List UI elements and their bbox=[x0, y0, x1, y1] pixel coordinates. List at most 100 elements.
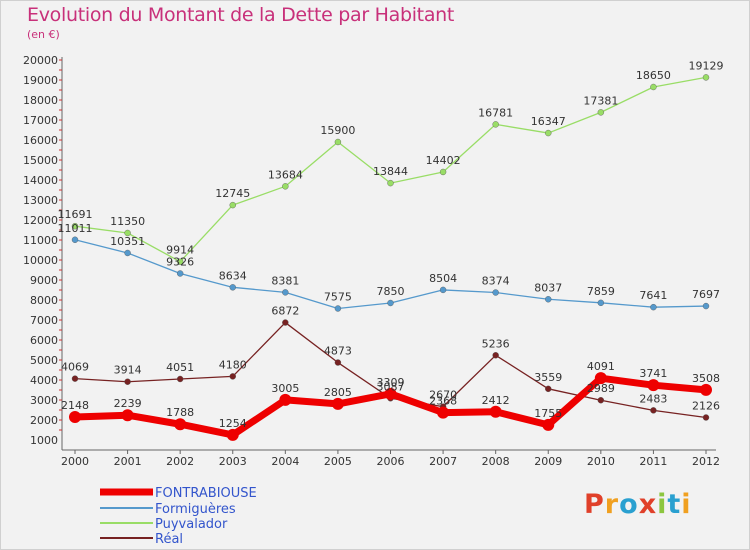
y-tick-label: 19000 bbox=[23, 74, 58, 87]
data-point bbox=[71, 236, 79, 243]
y-tick-label: 8000 bbox=[30, 294, 58, 307]
data-point bbox=[176, 270, 184, 277]
data-point bbox=[229, 284, 236, 291]
data-label: 9914 bbox=[166, 244, 194, 257]
data-label: 3005 bbox=[271, 382, 299, 395]
data-point bbox=[174, 418, 187, 431]
data-label: 3508 bbox=[692, 372, 720, 385]
data-label: 1788 bbox=[166, 406, 194, 419]
data-label: 2368 bbox=[429, 395, 457, 408]
legend-label: Réal bbox=[155, 532, 183, 547]
axes: 1000200030004000500060007000800090001000… bbox=[23, 54, 720, 468]
data-point bbox=[229, 201, 236, 209]
data-point bbox=[702, 302, 710, 310]
y-tick-label: 4000 bbox=[30, 374, 58, 387]
y-tick-label: 13000 bbox=[23, 194, 58, 207]
data-label: 15900 bbox=[320, 124, 355, 137]
data-label: 6872 bbox=[271, 305, 299, 318]
data-label: 18650 bbox=[636, 69, 671, 82]
series-group bbox=[69, 74, 712, 441]
data-label: 3087 bbox=[377, 380, 405, 393]
y-tick-label: 15000 bbox=[23, 154, 58, 167]
y-tick-label: 1000 bbox=[30, 434, 58, 447]
data-label: 4051 bbox=[166, 361, 194, 374]
data-point bbox=[124, 378, 131, 385]
data-point bbox=[69, 411, 81, 424]
data-point bbox=[176, 258, 184, 265]
logo-letter: i bbox=[657, 489, 668, 520]
data-point bbox=[229, 373, 236, 380]
data-point bbox=[489, 405, 502, 418]
data-label: 8374 bbox=[482, 275, 510, 288]
data-point bbox=[124, 229, 131, 237]
data-label: 2989 bbox=[587, 382, 615, 395]
data-label: 4873 bbox=[324, 345, 352, 358]
y-tick-label: 16000 bbox=[23, 134, 58, 147]
data-point bbox=[650, 303, 657, 311]
x-tick-label: 2009 bbox=[534, 455, 562, 468]
data-label: 2483 bbox=[639, 392, 667, 405]
data-point bbox=[439, 286, 447, 294]
x-tick-label: 2000 bbox=[61, 455, 89, 468]
data-label: 11350 bbox=[110, 215, 145, 228]
data-label: 17381 bbox=[583, 94, 618, 107]
data-point bbox=[700, 383, 712, 396]
y-tick-label: 14000 bbox=[23, 174, 58, 187]
data-label: 3741 bbox=[639, 367, 667, 380]
logo-letter: r bbox=[604, 489, 620, 520]
data-point bbox=[650, 407, 657, 414]
data-label: 7859 bbox=[587, 285, 615, 298]
data-point bbox=[492, 289, 499, 296]
logo-letter: i bbox=[681, 489, 692, 520]
x-tick-label: 2010 bbox=[587, 455, 615, 468]
data-label: 1755 bbox=[534, 407, 562, 420]
data-label: 4069 bbox=[61, 361, 89, 374]
data-point bbox=[545, 296, 552, 303]
y-tick-label: 12000 bbox=[23, 214, 58, 227]
data-label: 2239 bbox=[114, 397, 142, 410]
data-label: 2412 bbox=[482, 394, 510, 407]
data-labels: 11011 10351 9326 8634 8381 7575 7850 8504 8374 80… bbox=[58, 59, 724, 430]
x-tick-label: 2011 bbox=[639, 455, 667, 468]
data-point bbox=[439, 168, 447, 176]
data-point bbox=[334, 359, 342, 366]
logo-letter: x bbox=[638, 489, 658, 520]
data-point bbox=[597, 397, 605, 404]
data-point bbox=[437, 406, 450, 419]
logo-letter: t bbox=[667, 489, 682, 520]
data-point bbox=[279, 393, 292, 406]
data-point bbox=[545, 385, 552, 393]
legend-label: FONTRABIOUSE bbox=[155, 486, 257, 501]
data-label: 11011 bbox=[58, 222, 93, 235]
y-tick-label: 20000 bbox=[23, 54, 58, 67]
data-label: 16347 bbox=[531, 115, 566, 128]
data-point bbox=[597, 299, 605, 307]
x-tick-label: 2003 bbox=[219, 455, 247, 468]
data-point bbox=[492, 352, 499, 359]
data-label: 2126 bbox=[692, 399, 720, 412]
legend-label: Puyvalador bbox=[155, 517, 228, 532]
x-tick-label: 2002 bbox=[166, 455, 194, 468]
data-label: 2805 bbox=[324, 386, 352, 399]
data-label: 2148 bbox=[61, 399, 89, 412]
data-label: 14402 bbox=[426, 154, 461, 167]
data-label: 3309 bbox=[377, 376, 405, 389]
y-tick-label: 3000 bbox=[30, 394, 58, 407]
chart-subtitle: (en €) bbox=[27, 28, 60, 41]
y-tick-label: 18000 bbox=[23, 94, 58, 107]
data-point bbox=[334, 305, 342, 312]
x-tick-label: 2006 bbox=[377, 455, 405, 468]
data-label: 13684 bbox=[268, 168, 303, 181]
data-point bbox=[702, 414, 710, 421]
data-label: 13844 bbox=[373, 165, 408, 178]
logo-letter: P bbox=[584, 489, 605, 520]
proxiti-logo: Proxiti bbox=[584, 489, 692, 520]
y-tick-label: 7000 bbox=[30, 314, 58, 327]
data-label: 8037 bbox=[534, 281, 562, 294]
data-label: 19129 bbox=[689, 59, 724, 72]
y-tick-label: 2000 bbox=[30, 414, 58, 427]
y-tick-label: 6000 bbox=[30, 334, 58, 347]
